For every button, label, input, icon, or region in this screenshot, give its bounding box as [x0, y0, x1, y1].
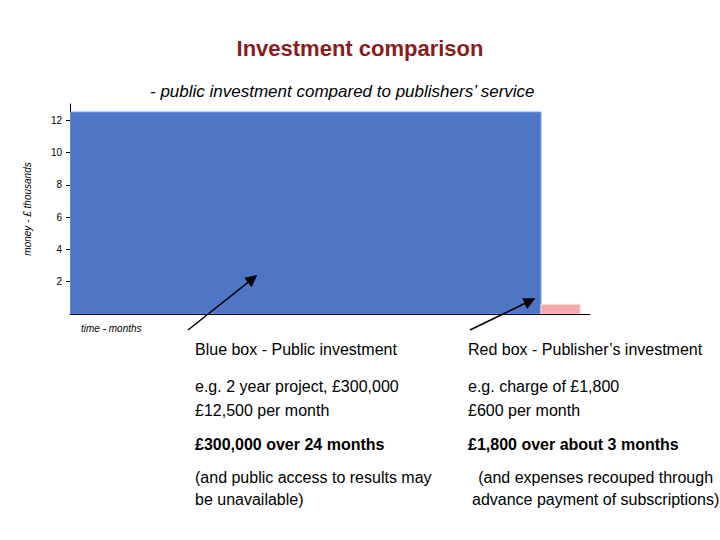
html-text:£1,800 over about 3 months: £1,800 over about 3 months: [468, 436, 679, 453]
svg-text:2: 2: [56, 276, 62, 287]
svg-text:money - £ thousands: money - £ thousands: [22, 162, 33, 255]
html-text:£300,000 over 24 months: £300,000 over 24 months: [195, 436, 385, 453]
svg-text:12: 12: [51, 115, 63, 126]
html-text:£12,500 per month: £12,500 per month: [195, 402, 330, 419]
svg-text:4: 4: [56, 244, 62, 255]
html-text:(and expenses recouped through: (and expenses recouped through advance p…: [472, 469, 720, 508]
html-text:(and public access to results: (and public access to results may be una…: [195, 469, 432, 508]
svg-text:10: 10: [51, 147, 63, 158]
svg-text:8: 8: [56, 179, 62, 190]
svg-text:Investment comparison: Investment comparison: [237, 36, 484, 61]
svg-text:6: 6: [56, 212, 62, 223]
html-text:Blue box - Public investment: Blue box - Public investment: [195, 341, 397, 358]
html-text:e.g. charge of £1,800: e.g. charge of £1,800: [468, 378, 620, 395]
html-text:£600 per month: £600 per month: [468, 402, 581, 419]
html-text:Red box - Publisher’s investme: Red box - Publisher’s investment: [468, 341, 703, 358]
html-text:e.g. 2 year project, £300,000: e.g. 2 year project, £300,000: [195, 378, 399, 395]
svg-text:- public investment compared t: - public investment compared to publishe…: [150, 82, 535, 101]
svg-text:time - months: time - months: [81, 323, 142, 334]
